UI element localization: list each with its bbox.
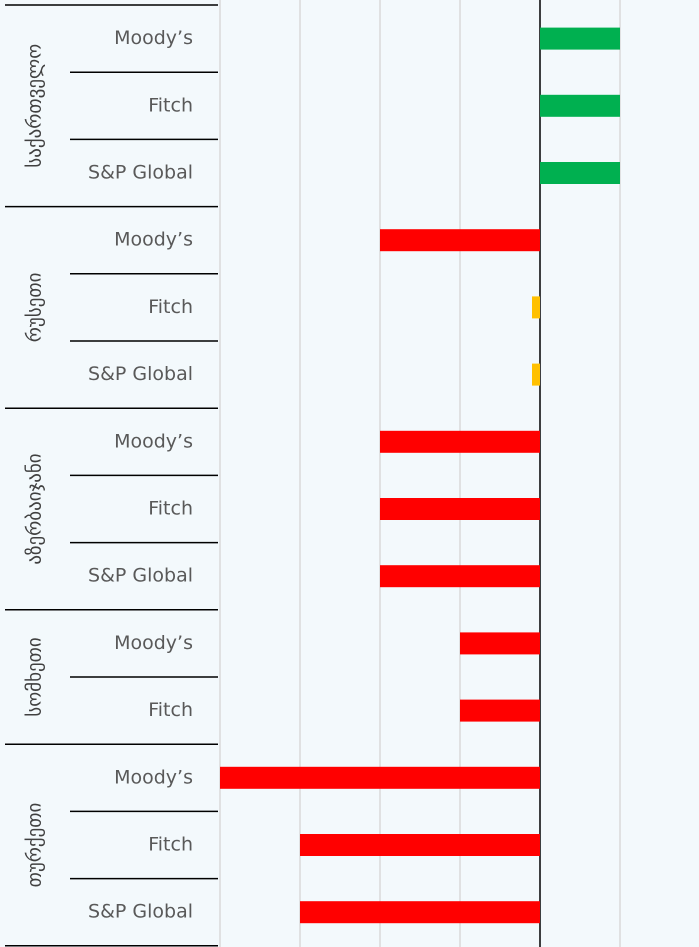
category-label: Fitch bbox=[148, 699, 193, 721]
bar bbox=[380, 430, 540, 453]
category-label: Moody’s bbox=[114, 430, 193, 452]
category-label: S&P Global bbox=[88, 162, 193, 184]
group-label: რუსეთი bbox=[24, 273, 46, 343]
bar bbox=[540, 94, 620, 117]
bar bbox=[532, 363, 540, 386]
category-label: Moody’s bbox=[114, 632, 193, 654]
group-label: სომხეთი bbox=[24, 637, 46, 716]
category-label: Moody’s bbox=[114, 766, 193, 788]
category-label: Fitch bbox=[148, 94, 193, 116]
bar bbox=[380, 498, 540, 520]
bar bbox=[380, 565, 540, 588]
category-label: Fitch bbox=[148, 498, 193, 520]
bar bbox=[540, 27, 620, 50]
category-label: Moody’s bbox=[114, 27, 193, 49]
category-label: Fitch bbox=[148, 834, 193, 856]
group-label: აზერბაიჯანი bbox=[24, 453, 46, 564]
bar bbox=[300, 901, 540, 924]
bar bbox=[540, 162, 620, 184]
bar bbox=[532, 296, 540, 319]
bar bbox=[220, 766, 540, 789]
bar bbox=[300, 834, 540, 856]
bar bbox=[380, 229, 540, 252]
group-label: თურქეთი bbox=[24, 803, 46, 888]
category-label: Fitch bbox=[148, 296, 193, 318]
bar bbox=[460, 632, 540, 655]
category-label: S&P Global bbox=[88, 363, 193, 385]
category-label: S&P Global bbox=[88, 565, 193, 587]
category-label: S&P Global bbox=[88, 901, 193, 923]
bar bbox=[460, 699, 540, 722]
group-label: საქართველო bbox=[24, 44, 46, 168]
category-label: Moody’s bbox=[114, 229, 193, 251]
